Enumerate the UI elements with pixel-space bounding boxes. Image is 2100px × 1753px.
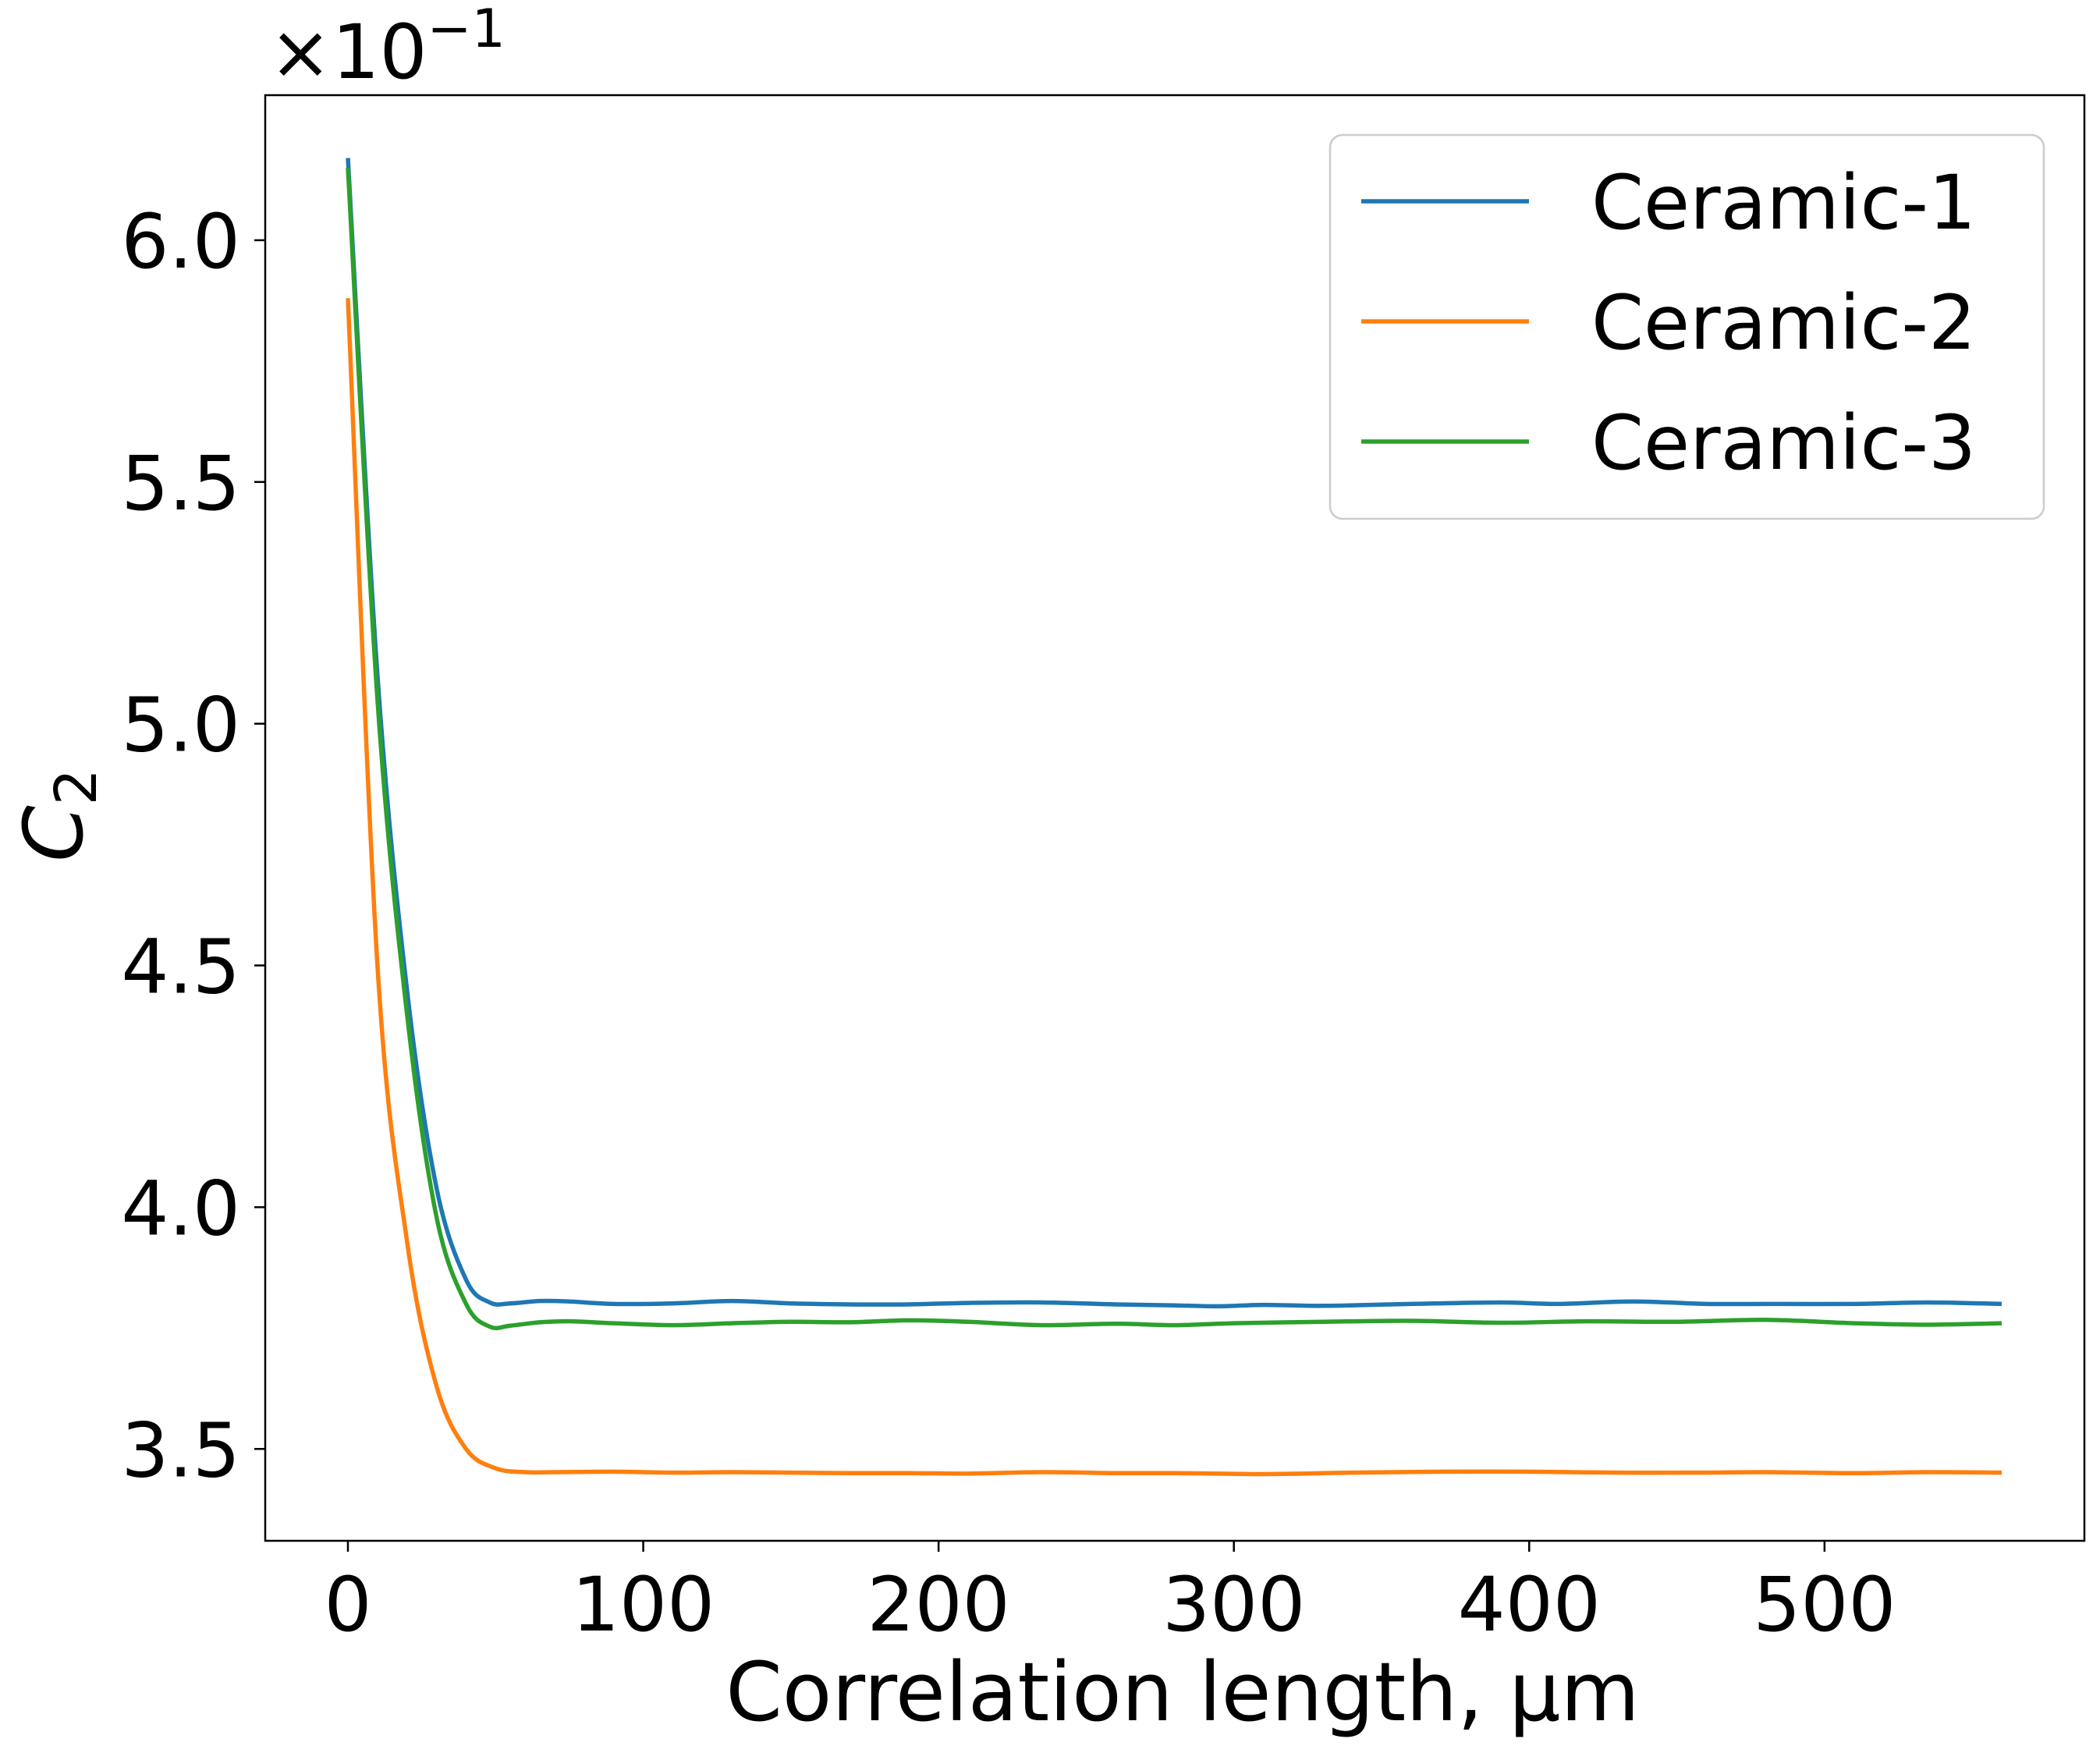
offset-text-base: ×10 <box>269 9 427 96</box>
x-tick-label: 400 <box>1458 1561 1601 1648</box>
y-tick-label: 4.0 <box>121 1165 240 1252</box>
y-tick-label: 4.5 <box>121 924 240 1011</box>
offset-text-exponent: −1 <box>427 0 505 60</box>
plot-area <box>346 158 2002 1477</box>
y-tick-label: 5.0 <box>121 682 240 769</box>
legend-label-ceramic-3: Ceramic-3 <box>1591 399 1976 487</box>
x-axis-label: Correlation length, μm <box>725 1645 1640 1740</box>
series-line-ceramic-1 <box>346 158 2002 1309</box>
axes-frame <box>264 94 2086 1542</box>
x-tick-label: 100 <box>572 1561 715 1648</box>
y-axis-label-subscript: 2 <box>43 768 110 805</box>
y-axis-label-text: C2 <box>6 768 110 862</box>
y-tick-label: 3.5 <box>121 1407 240 1494</box>
x-tick-label: 500 <box>1753 1561 1896 1648</box>
legend-box <box>1328 133 2045 520</box>
y-axis-label: C2 <box>6 768 110 862</box>
x-tick-label: 200 <box>867 1561 1010 1648</box>
x-tick-label: 300 <box>1162 1561 1305 1648</box>
y-tick-label: 5.5 <box>121 440 240 527</box>
legend: Ceramic-1 Ceramic-2 Ceramic-3 <box>1328 133 2045 520</box>
axes: 0 100 200 300 400 500 3.5 4.0 4.5 5.0 5.5 6.0 Correl… <box>6 0 2086 1740</box>
x-tick-label: 0 <box>324 1561 371 1648</box>
offset-text: ×10−1 <box>269 0 505 96</box>
legend-label-ceramic-1: Ceramic-1 <box>1591 159 1976 247</box>
series-line-ceramic-3 <box>346 167 2002 1331</box>
y-tick-label: 6.0 <box>121 198 240 286</box>
series-group <box>346 158 2002 1477</box>
series-line-ceramic-2 <box>346 298 2002 1477</box>
y-axis-label-main: C <box>6 805 101 862</box>
legend-label-ceramic-2: Ceramic-2 <box>1591 279 1976 367</box>
